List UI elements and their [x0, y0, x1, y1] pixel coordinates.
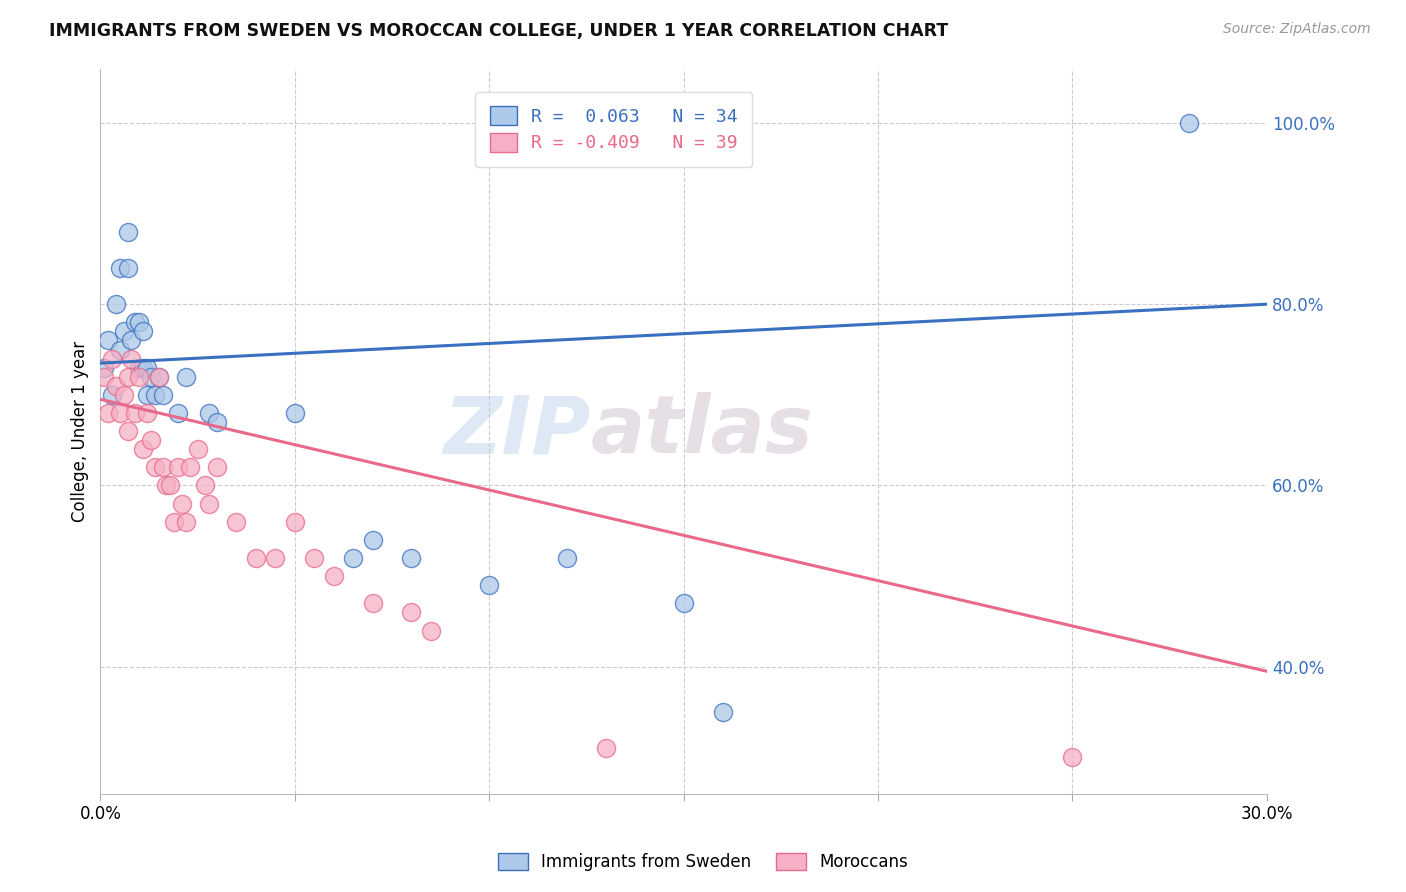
- Text: IMMIGRANTS FROM SWEDEN VS MOROCCAN COLLEGE, UNDER 1 YEAR CORRELATION CHART: IMMIGRANTS FROM SWEDEN VS MOROCCAN COLLE…: [49, 22, 949, 40]
- Point: [194, 478, 217, 492]
- Point: [672, 596, 695, 610]
- Text: Source: ZipAtlas.com: Source: ZipAtlas.com: [1223, 22, 1371, 37]
- Point: [101, 351, 124, 366]
- Point: [174, 515, 197, 529]
- Point: [136, 360, 159, 375]
- Point: [179, 460, 201, 475]
- Point: [205, 415, 228, 429]
- Point: [152, 388, 174, 402]
- Point: [264, 551, 287, 566]
- Point: [1178, 116, 1201, 130]
- Point: [117, 369, 139, 384]
- Point: [342, 551, 364, 566]
- Point: [108, 406, 131, 420]
- Point: [143, 460, 166, 475]
- Point: [198, 497, 221, 511]
- Point: [124, 315, 146, 329]
- Point: [132, 442, 155, 457]
- Point: [136, 388, 159, 402]
- Point: [93, 369, 115, 384]
- Point: [143, 388, 166, 402]
- Point: [284, 515, 307, 529]
- Point: [555, 551, 578, 566]
- Point: [152, 460, 174, 475]
- Point: [302, 551, 325, 566]
- Point: [104, 297, 127, 311]
- Point: [128, 360, 150, 375]
- Point: [198, 406, 221, 420]
- Point: [167, 460, 190, 475]
- Point: [93, 360, 115, 375]
- Point: [132, 325, 155, 339]
- Point: [120, 334, 142, 348]
- Point: [132, 360, 155, 375]
- Point: [170, 497, 193, 511]
- Point: [595, 741, 617, 756]
- Point: [139, 433, 162, 447]
- Point: [112, 325, 135, 339]
- Point: [163, 515, 186, 529]
- Point: [401, 551, 423, 566]
- Point: [205, 460, 228, 475]
- Point: [174, 369, 197, 384]
- Point: [120, 351, 142, 366]
- Point: [101, 388, 124, 402]
- Point: [117, 424, 139, 438]
- Point: [711, 705, 734, 719]
- Point: [112, 388, 135, 402]
- Point: [155, 478, 177, 492]
- Text: ZIP: ZIP: [443, 392, 591, 470]
- Point: [139, 369, 162, 384]
- Point: [225, 515, 247, 529]
- Point: [148, 369, 170, 384]
- Point: [478, 578, 501, 592]
- Point: [167, 406, 190, 420]
- Point: [136, 406, 159, 420]
- Point: [401, 606, 423, 620]
- Point: [1062, 750, 1084, 764]
- Point: [245, 551, 267, 566]
- Point: [322, 569, 344, 583]
- Point: [419, 624, 441, 638]
- Point: [97, 406, 120, 420]
- Y-axis label: College, Under 1 year: College, Under 1 year: [72, 341, 89, 522]
- Point: [108, 260, 131, 275]
- Point: [124, 406, 146, 420]
- Point: [361, 533, 384, 547]
- Point: [117, 260, 139, 275]
- Point: [187, 442, 209, 457]
- Text: atlas: atlas: [591, 392, 813, 470]
- Point: [159, 478, 181, 492]
- Point: [108, 343, 131, 357]
- Point: [97, 334, 120, 348]
- Point: [284, 406, 307, 420]
- Point: [128, 315, 150, 329]
- Point: [361, 596, 384, 610]
- Point: [117, 225, 139, 239]
- Point: [104, 378, 127, 392]
- Legend: R =  0.063   N = 34, R = -0.409   N = 39: R = 0.063 N = 34, R = -0.409 N = 39: [475, 92, 752, 167]
- Point: [128, 369, 150, 384]
- Legend: Immigrants from Sweden, Moroccans: Immigrants from Sweden, Moroccans: [489, 845, 917, 880]
- Point: [148, 369, 170, 384]
